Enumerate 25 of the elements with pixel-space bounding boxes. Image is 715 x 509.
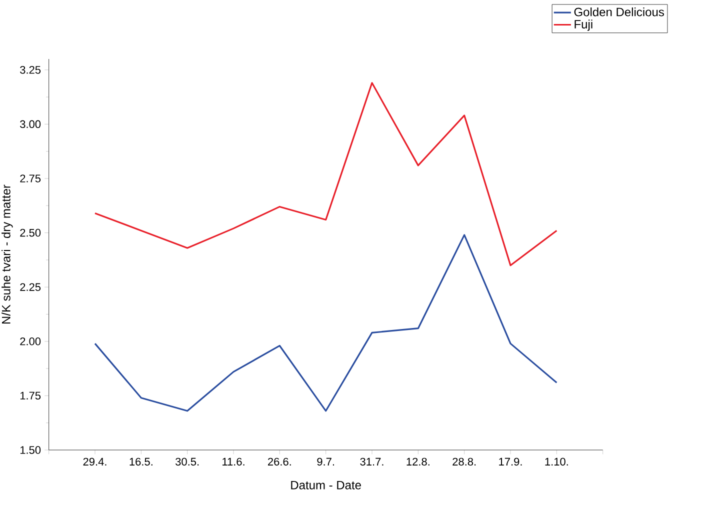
x-tick-label: 9.7.: [317, 458, 334, 466]
legend-label: Golden Delicious: [574, 7, 664, 16]
y-tick-label: 1.50: [20, 446, 41, 454]
y-tick-label: 2.25: [20, 283, 41, 291]
x-axis-title: Datum - Date: [291, 481, 361, 490]
y-tick-label: 3.25: [20, 66, 41, 74]
x-tick-label: 11.6.: [222, 458, 244, 466]
line-series: [94, 234, 558, 412]
y-tick-label: 2.50: [20, 228, 41, 237]
y-tick-label: 2.75: [20, 174, 41, 182]
y-tick-label: 1.75: [20, 392, 41, 400]
y-axis-title: N/K suhe tvari - dry matter: [2, 184, 13, 324]
x-tick-label: 28.8.: [452, 458, 476, 466]
legend-label: Fuji: [574, 20, 592, 31]
x-tick-label: 17.9.: [499, 458, 522, 466]
line-series: [94, 82, 558, 266]
y-tick-label: 2.00: [20, 338, 41, 346]
x-tick-label: 30.5.: [176, 458, 199, 466]
x-tick-label: 29.4.: [83, 458, 106, 466]
y-tick-label: 3.00: [20, 120, 41, 128]
x-tick-label: 16.5.: [130, 458, 152, 466]
x-tick-label: 31.7.: [360, 458, 384, 466]
x-tick-label: 12.8.: [406, 458, 430, 466]
x-tick-label: 1.10.: [545, 458, 568, 466]
x-tick-label: 26.6.: [268, 458, 291, 466]
